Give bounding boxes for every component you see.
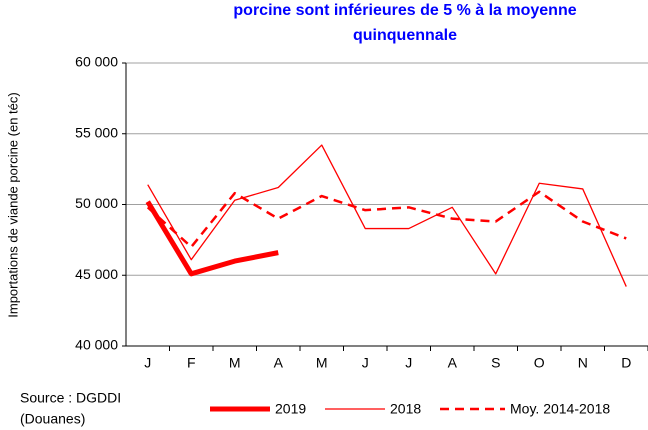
x-tick-label: D	[621, 355, 631, 371]
line-series	[145, 200, 279, 277]
x-tick-label: M	[229, 355, 241, 371]
x-tick-label: A	[448, 355, 458, 371]
legend-label: 2018	[390, 401, 421, 417]
source: Source : DGDDI	[20, 390, 121, 406]
source: (Douanes)	[20, 411, 85, 427]
line-series	[147, 144, 627, 287]
x-tick-label: J	[144, 355, 151, 371]
x-tick-label: O	[534, 355, 545, 371]
x-tick-label: M	[316, 355, 328, 371]
x-tick-label: N	[578, 355, 588, 371]
chart-title: quinquennale	[353, 27, 457, 44]
line-series	[146, 190, 627, 249]
x-tick-label: J	[405, 355, 412, 371]
x-tick-label: J	[362, 355, 369, 371]
y-tick-label: 45 000	[75, 266, 118, 282]
x-tick-label: A	[274, 355, 284, 371]
legend-label: Moy. 2014-2018	[510, 401, 610, 417]
legend-label: 2019	[275, 401, 306, 417]
y-tick-label: 50 000	[75, 195, 118, 211]
y-tick-label: 40 000	[75, 337, 118, 353]
y-axis-label: Importations de viande porcine (en téc)	[5, 92, 20, 317]
chart-title: porcine sont inférieures de 5 % à la moy…	[233, 2, 576, 19]
y-tick-label: 55 000	[75, 124, 118, 140]
y-tick-label: 60 000	[75, 54, 118, 70]
x-tick-label: F	[187, 355, 196, 371]
x-tick-label: S	[491, 355, 500, 371]
